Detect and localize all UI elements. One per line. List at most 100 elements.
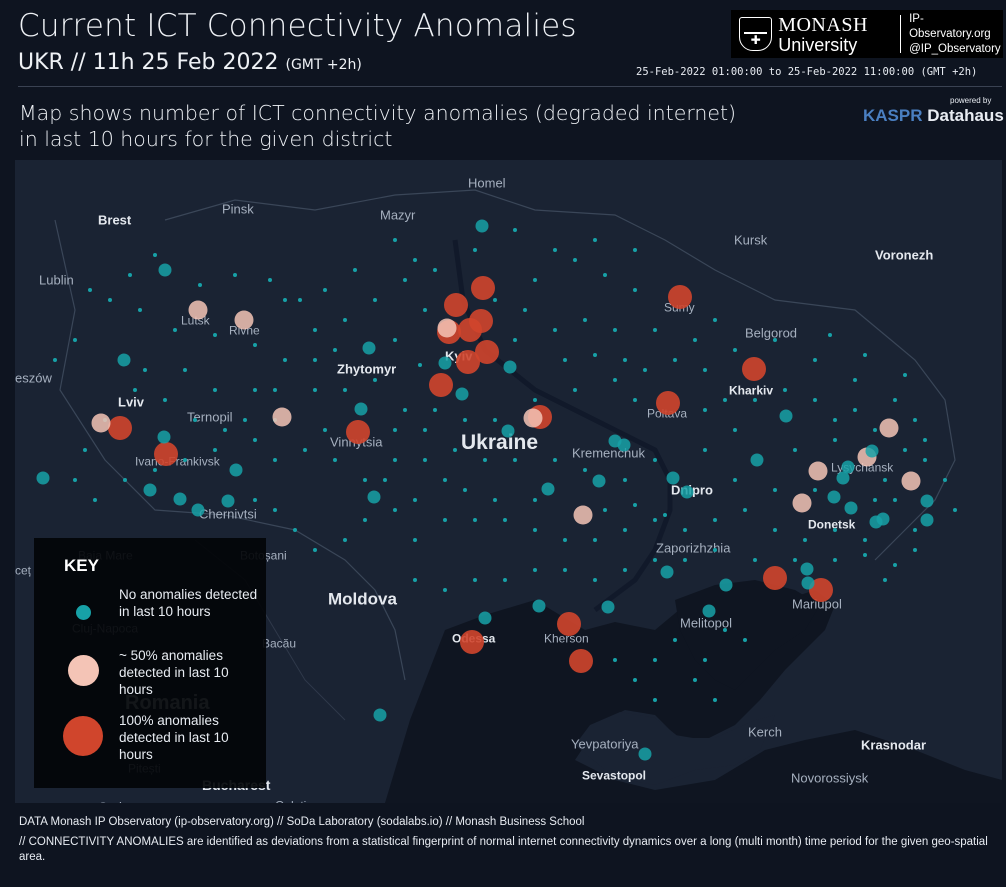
map-label-craiova: Craiova — [98, 799, 144, 803]
map-label-kherson: Kherson — [544, 632, 589, 646]
marker-half-anomaly — [234, 310, 254, 330]
marker-no-anomaly — [663, 513, 667, 517]
marker-no-anomaly — [623, 358, 627, 362]
footer-note: // CONNECTIVITY ANOMALIES are identified… — [19, 836, 988, 863]
marker-no-anomaly — [753, 398, 757, 402]
marker-no-anomaly — [413, 578, 417, 582]
marker-no-anomaly — [158, 263, 172, 277]
marker-no-anomaly — [703, 368, 707, 372]
description-line1: Map shows number of ICT connectivity ano… — [19, 101, 737, 125]
marker-no-anomaly — [563, 358, 567, 362]
marker-no-anomaly — [523, 308, 527, 312]
marker-no-anomaly — [443, 588, 447, 592]
marker-no-anomaly — [653, 458, 657, 462]
marker-no-anomaly — [183, 458, 187, 462]
subtitle-main: UKR // 11h 25 Feb 2022 — [18, 50, 279, 75]
marker-no-anomaly — [483, 458, 487, 462]
map-label-kremenchuk: Kremenchuk — [572, 445, 645, 460]
marker-no-anomaly — [313, 328, 317, 332]
marker-no-anomaly — [273, 508, 277, 512]
marker-full-anomaly — [475, 340, 499, 364]
marker-no-anomaly — [827, 490, 841, 504]
marker-no-anomaly — [841, 460, 855, 474]
marker-no-anomaly — [613, 378, 617, 382]
marker-half-anomaly — [879, 418, 899, 438]
marker-no-anomaly — [213, 388, 217, 392]
map-label-ternopil: Ternopil — [187, 409, 233, 424]
marker-no-anomaly — [193, 418, 197, 422]
marker-full-anomaly — [569, 649, 593, 673]
marker-no-anomaly — [653, 518, 657, 522]
marker-no-anomaly — [853, 378, 857, 382]
marker-no-anomaly — [683, 528, 687, 532]
marker-no-anomaly — [633, 503, 637, 507]
marker-no-anomaly — [702, 604, 716, 618]
legend-dot-full — [63, 716, 103, 756]
map[interactable]: Homel Brest Pinsk Mazyr Kursk Voronezh Lublin L… — [15, 160, 1002, 803]
marker-no-anomaly — [354, 402, 368, 416]
marker-no-anomaly — [533, 568, 537, 572]
page-subtitle: UKR // 11h 25 Feb 2022 (GMT +2h) — [18, 50, 362, 75]
observatory-site: IP-Observatory.org — [909, 12, 991, 40]
map-label-moldova: Moldova — [328, 590, 397, 609]
map-label-kursk: Kursk — [734, 232, 768, 247]
marker-no-anomaly — [801, 576, 815, 590]
marker-no-anomaly — [532, 599, 546, 613]
logo-name-line2: University — [778, 35, 858, 55]
map-label-kerch: Kerch — [748, 724, 782, 739]
map-label-homel: Homel — [468, 175, 506, 190]
marker-no-anomaly — [303, 448, 307, 452]
marker-no-anomaly — [353, 268, 357, 272]
marker-no-anomaly — [623, 478, 627, 482]
marker-no-anomaly — [533, 498, 537, 502]
marker-no-anomaly — [893, 563, 897, 567]
marker-no-anomaly — [513, 458, 517, 462]
marker-no-anomaly — [503, 518, 507, 522]
marker-no-anomaly — [873, 428, 877, 432]
marker-no-anomaly — [533, 398, 537, 402]
marker-no-anomaly — [413, 538, 417, 542]
marker-no-anomaly — [333, 458, 337, 462]
marker-no-anomaly — [367, 490, 381, 504]
subtitle-timezone: (GMT +2h) — [285, 57, 362, 73]
marker-no-anomaly — [833, 438, 837, 442]
marker-no-anomaly — [455, 387, 469, 401]
marker-no-anomaly — [413, 258, 417, 262]
marker-no-anomaly — [198, 283, 202, 287]
marker-no-anomaly — [213, 448, 217, 452]
map-label-chernivtsi: Chernivtsi — [199, 506, 257, 521]
marker-no-anomaly — [373, 378, 377, 382]
marker-no-anomaly — [423, 458, 427, 462]
marker-no-anomaly — [592, 474, 606, 488]
marker-full-anomaly — [456, 350, 480, 374]
marker-no-anomaly — [117, 353, 131, 367]
legend-dot-none — [76, 605, 91, 620]
marker-no-anomaly — [443, 478, 447, 482]
monash-logo: MONASH University IP-Observatory.org @IP… — [731, 10, 1003, 58]
marker-no-anomaly — [393, 238, 397, 242]
marker-no-anomaly — [923, 458, 927, 462]
marker-no-anomaly — [883, 478, 887, 482]
observatory-handle: @IP_Observatory — [909, 42, 1001, 55]
marker-no-anomaly — [273, 388, 277, 392]
marker-no-anomaly — [593, 353, 597, 357]
marker-no-anomaly — [153, 253, 157, 257]
marker-no-anomaly — [703, 448, 707, 452]
marker-no-anomaly — [617, 438, 631, 452]
crimea — [575, 712, 775, 785]
marker-no-anomaly — [593, 238, 597, 242]
marker-no-anomaly — [153, 468, 157, 472]
marker-no-anomaly — [383, 478, 387, 482]
map-label-brest: Brest — [98, 212, 132, 227]
map-label-melitopol: Melitopol — [680, 615, 732, 630]
marker-full-anomaly — [429, 373, 453, 397]
marker-no-anomaly — [743, 638, 747, 642]
map-label-cez: ceț — [15, 564, 32, 578]
marker-no-anomaly — [243, 418, 247, 422]
marker-no-anomaly — [893, 398, 897, 402]
marker-no-anomaly — [533, 528, 537, 532]
marker-no-anomaly — [593, 538, 597, 542]
marker-no-anomaly — [493, 298, 497, 302]
marker-no-anomaly — [773, 528, 777, 532]
marker-no-anomaly — [393, 428, 397, 432]
